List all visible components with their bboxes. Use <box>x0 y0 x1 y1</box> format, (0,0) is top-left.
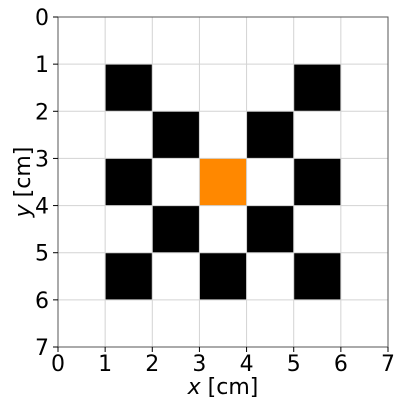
x-tick-label: 5 <box>287 352 301 377</box>
filled-cell <box>246 205 294 253</box>
filled-cell <box>293 158 341 206</box>
plot-frame <box>57 16 389 348</box>
filled-cell <box>105 158 153 206</box>
x-tick-label: 7 <box>381 352 395 377</box>
filled-cell <box>199 252 247 300</box>
filled-cell <box>293 252 341 300</box>
filled-cell <box>293 64 341 112</box>
filled-cell <box>246 111 294 159</box>
filled-cell <box>152 111 200 159</box>
y-tick-label: 5 <box>35 242 49 267</box>
filled-cell <box>152 205 200 253</box>
y-tick-label: 3 <box>35 147 49 172</box>
y-tick-label: 0 <box>35 6 49 31</box>
x-tick-label: 4 <box>240 352 254 377</box>
y-tick-label: 2 <box>35 100 49 125</box>
x-tick-label: 2 <box>145 352 159 377</box>
y-tick-label: 6 <box>35 289 49 314</box>
x-tick-label: 3 <box>192 352 206 377</box>
highlight-cell <box>199 158 247 206</box>
filled-cell <box>105 252 153 300</box>
filled-cell <box>105 64 153 112</box>
y-tick-label: 7 <box>35 336 49 361</box>
x-tick-label: 6 <box>334 352 348 377</box>
labels-layer: x [cm] y [cm] <box>11 147 258 398</box>
x-tick-label: 0 <box>51 352 65 377</box>
y-tick-label: 4 <box>35 195 49 220</box>
cells-layer <box>58 17 388 347</box>
y-tick-label: 1 <box>35 53 49 78</box>
x-axis-label: x [cm] <box>187 375 259 398</box>
y-axis-label: y [cm] <box>11 147 36 219</box>
x-tick-label: 1 <box>98 352 112 377</box>
